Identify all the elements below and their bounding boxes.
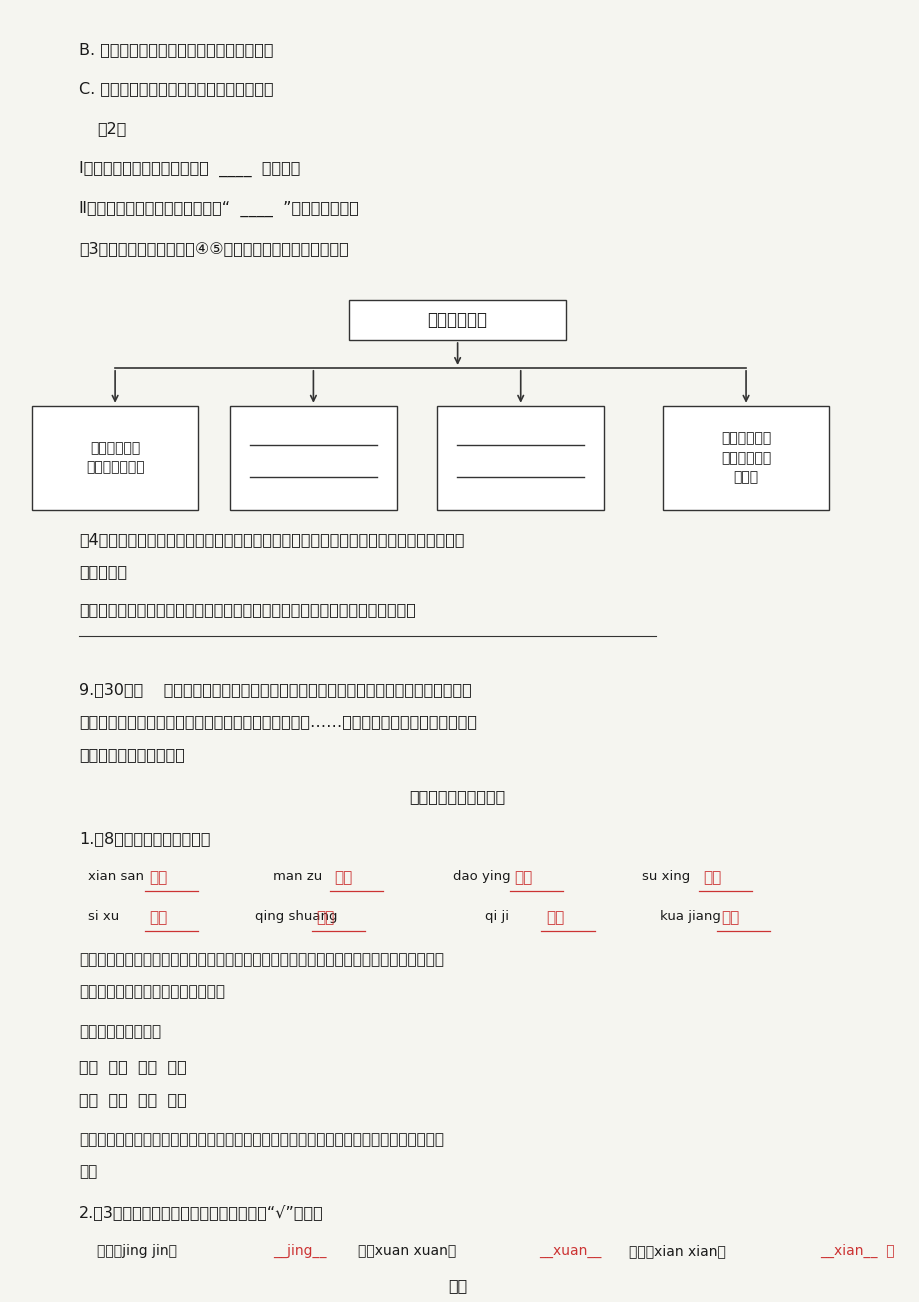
Text: 闲散: 闲散 — [149, 871, 167, 885]
Text: 苏醒: 苏醒 — [703, 871, 721, 885]
Text: （3）根据文章内容，借助④⑤自然段的关键语句进行概括。: （3）根据文章内容，借助④⑤自然段的关键语句进行概括。 — [79, 241, 348, 255]
Text: B. 你瞧，小小的萤火虫。趣闻还真不少呢！: B. 你瞧，小小的萤火虫。趣闻还真不少呢！ — [79, 42, 273, 57]
Text: kua jiang: kua jiang — [660, 910, 720, 923]
Text: 例：萤火虫，打灯笼，飞到西，飞到东。萤火虫那美丽的闪光是怎么发出来呢？: 例：萤火虫，打灯笼，飞到西，飞到东。萤火虫那美丽的闪光是怎么发出来呢？ — [79, 603, 415, 617]
Text: 观。: 观。 — [79, 1164, 97, 1180]
Text: 倒映: 倒映 — [514, 871, 532, 885]
Text: 萤火虫的趣闻: 萤火虫的趣闻 — [427, 311, 487, 329]
FancyBboxPatch shape — [662, 406, 829, 510]
Text: __xuan__: __xuan__ — [539, 1243, 600, 1258]
Text: 注意所给音节的声母、韵母及声调。: 注意所给音节的声母、韵母及声调。 — [79, 984, 225, 1000]
Text: __jing__: __jing__ — [273, 1243, 326, 1258]
Text: 强劲（jing jin）: 强劲（jing jin） — [97, 1243, 176, 1258]
Text: 转鲜（xian xian）: 转鲜（xian xian） — [629, 1243, 725, 1258]
Text: 夸奖: 夸奖 — [720, 910, 739, 926]
Text: 思绪: 思绪 — [149, 910, 167, 926]
Text: C. 你瞧，小小的萤火虫，趣闻还真不少呢！: C. 你瞧，小小的萤火虫，趣闻还真不少呢！ — [79, 82, 273, 96]
FancyBboxPatch shape — [437, 406, 604, 510]
Text: su xing: su xing — [641, 871, 690, 884]
Text: 【解答】故答案为：: 【解答】故答案为： — [79, 1025, 161, 1039]
Text: 参考答案与试题解析：: 参考答案与试题解析： — [409, 789, 505, 803]
Text: 人知: 人知 — [448, 1277, 467, 1293]
Text: 2.（3分）给加点的字选择正确的读音，用“√”表示。: 2.（3分）给加点的字选择正确的读音，用“√”表示。 — [79, 1204, 323, 1220]
FancyBboxPatch shape — [230, 406, 396, 510]
Text: 满足: 满足 — [334, 871, 352, 885]
Text: 苏醒  清爽  奇迹  夸奖: 苏醒 清爽 奇迹 夸奖 — [79, 1092, 187, 1107]
Text: 奇迹: 奇迹 — [545, 910, 563, 926]
Text: __xian__  为: __xian__ 为 — [819, 1243, 893, 1258]
Text: 9.（30分）    一个学期过去了，你一定有许多想和大家分享的话题：你亲手做过的小实: 9.（30分） 一个学期过去了，你一定有许多想和大家分享的话题：你亲手做过的小实 — [79, 682, 471, 697]
Text: 1.（8分）看拼音，写词语。: 1.（8分）看拼音，写词语。 — [79, 831, 210, 846]
Text: 清爽: 清爽 — [316, 910, 334, 926]
Text: （2）: （2） — [97, 121, 126, 137]
Text: 察和思考。: 察和思考。 — [79, 565, 127, 579]
Text: si xu: si xu — [88, 910, 119, 923]
Text: 闲散  满足  倒映  苏醒: 闲散 满足 倒映 苏醒 — [79, 1060, 187, 1074]
Text: 旋（xuan xuan）: 旋（xuan xuan） — [358, 1243, 456, 1258]
Text: Ⅰ读完全文，萤火虫给你留下了  ____  的印象。: Ⅰ读完全文，萤火虫给你留下了 ____ 的印象。 — [79, 161, 301, 177]
Text: 验，你发挥想象编的有趣的故事，你身边富有特点的人……选择一个话题和大家分享吧！要: 验，你发挥想象编的有趣的故事，你身边富有特点的人……选择一个话题和大家分享吧！要 — [79, 715, 477, 729]
Text: （4）观察时主动思考、提出问题是个好习惯。照样子也写一写你在生活中对其他事物的观: （4）观察时主动思考、提出问题是个好习惯。照样子也写一写你在生活中对其他事物的观 — [79, 533, 464, 547]
Text: xian san: xian san — [88, 871, 144, 884]
Text: 萤火虫发光原
理给人类带来
启发。: 萤火虫发光原 理给人类带来 启发。 — [720, 431, 770, 484]
Text: 【点评】平时要规范汉字的书写，按正确的笔画顺序书写汉字，把字写规范、写整齐、写美: 【点评】平时要规范汉字的书写，按正确的笔画顺序书写汉字，把字写规范、写整齐、写美 — [79, 1131, 444, 1147]
FancyBboxPatch shape — [31, 406, 199, 510]
Text: Ⅱ你是从哪些语句感受到的，请用“  ____  ”在文中画出来。: Ⅱ你是从哪些语句感受到的，请用“ ____ ”在文中画出来。 — [79, 201, 358, 217]
Text: dao ying: dao ying — [453, 871, 510, 884]
Text: 求题目自拟，语句通顺。: 求题目自拟，语句通顺。 — [79, 747, 185, 762]
Text: qi ji: qi ji — [484, 910, 508, 923]
Text: man zu: man zu — [273, 871, 322, 884]
Text: 车胤借用萤火
虫的光来读书。: 车胤借用萤火 虫的光来读书。 — [85, 441, 144, 475]
Text: 【分析】考查了看拼音写词语。根据所学汉语拼音知识进行拼读写出相应的词语。拼读时要: 【分析】考查了看拼音写词语。根据所学汉语拼音知识进行拼读写出相应的词语。拼读时要 — [79, 952, 444, 967]
FancyBboxPatch shape — [349, 301, 565, 340]
Text: qing shuang: qing shuang — [255, 910, 337, 923]
